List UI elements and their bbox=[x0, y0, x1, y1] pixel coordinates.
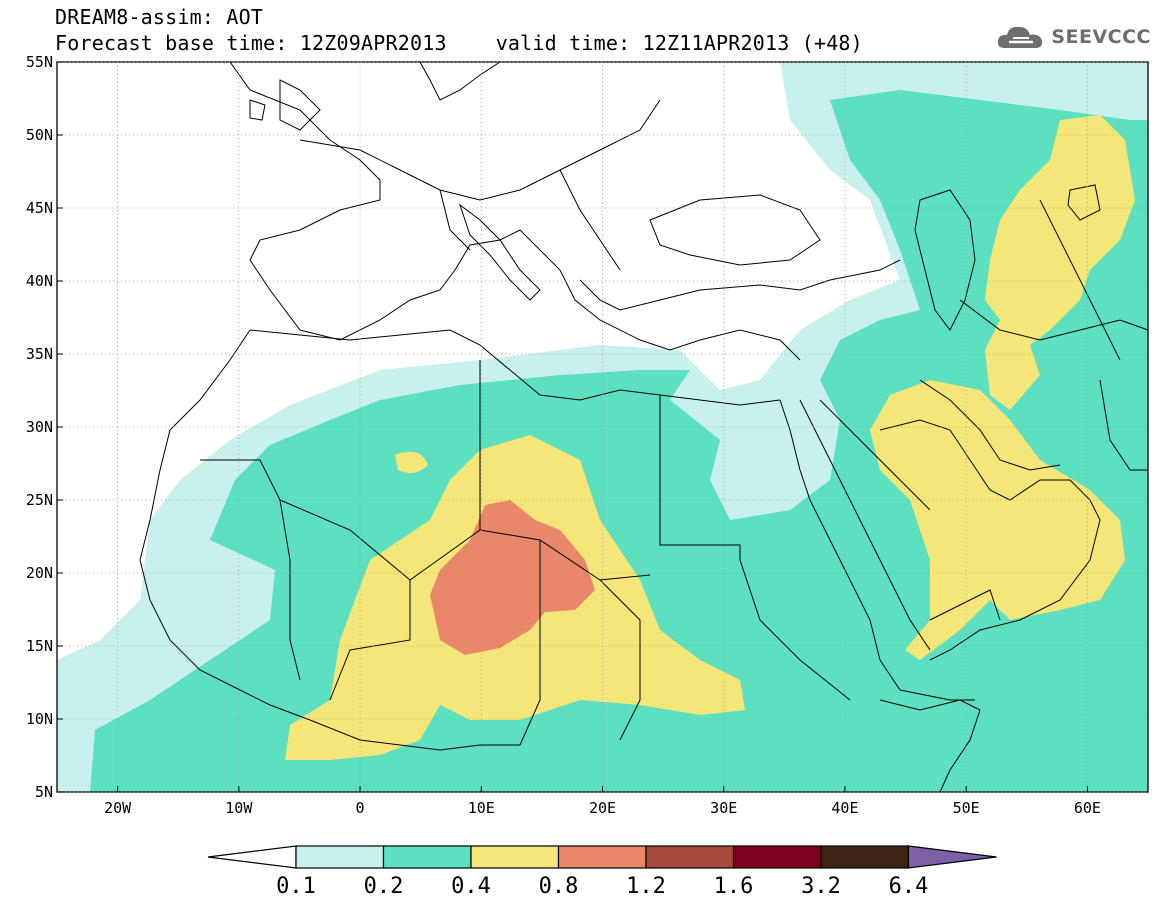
colorbar-over-triangle bbox=[907, 845, 997, 869]
time-info: Forecast base time: 12Z09APR2013 valid t… bbox=[55, 32, 863, 54]
logo-text: SEEVCCC bbox=[1051, 26, 1151, 48]
lat-label: 20N bbox=[26, 564, 53, 582]
colorbar-box bbox=[732, 845, 822, 869]
colorbar-label: 0.8 bbox=[539, 874, 579, 899]
lat-label: 45N bbox=[26, 199, 53, 217]
colorbar-label: 0.4 bbox=[451, 874, 491, 899]
aot-band-0.8-core bbox=[430, 500, 595, 655]
longitude-labels: 20W 10W 0 10E 20E 30E 40E 50E 60E bbox=[104, 799, 1101, 817]
colorbar: 0.1 0.2 0.4 0.8 1.2 1.6 3.2 6.4 bbox=[207, 845, 997, 899]
colorbar-label: 1.6 bbox=[714, 874, 754, 899]
coastlines-and-borders bbox=[139, 62, 1148, 792]
cloud-icon bbox=[998, 26, 1043, 48]
colorbar-label: 6.4 bbox=[889, 874, 929, 899]
colorbar-label: 0.1 bbox=[276, 874, 316, 899]
lon-label: 30E bbox=[710, 799, 737, 817]
colorbar-under-triangle bbox=[207, 845, 297, 869]
latitude-labels: 55N 50N 45N 40N 35N 30N 25N 20N 15N 10N 5N bbox=[26, 53, 53, 801]
colorbar-box bbox=[470, 845, 560, 869]
lon-label: 0 bbox=[356, 799, 365, 817]
lat-label: 10N bbox=[26, 710, 53, 728]
valid-time-label: valid time: 12Z11APR2013 (+48) bbox=[495, 31, 863, 55]
lon-label: 20E bbox=[589, 799, 616, 817]
colorbar-label: 1.2 bbox=[626, 874, 666, 899]
lat-label: 30N bbox=[26, 418, 53, 436]
seevccc-logo: SEEVCCC bbox=[995, 22, 1151, 52]
colorbar-label: 3.2 bbox=[801, 874, 841, 899]
colorbar-box bbox=[820, 845, 910, 869]
colorbar-box bbox=[557, 845, 647, 869]
lon-label: 60E bbox=[1074, 799, 1101, 817]
lon-label: 40E bbox=[831, 799, 858, 817]
lon-label: 20W bbox=[104, 799, 132, 817]
colorbar-box bbox=[382, 845, 472, 869]
lat-label: 50N bbox=[26, 126, 53, 144]
aot-band-0.4-central-asia bbox=[985, 115, 1135, 410]
graticule bbox=[57, 61, 1148, 793]
colorbar-box bbox=[645, 845, 735, 869]
aot-band-0.4-arabia bbox=[870, 380, 1125, 660]
colorbar-box bbox=[295, 845, 385, 869]
lat-label: 5N bbox=[35, 783, 53, 801]
map-title: DREAM8-assim: AOT bbox=[55, 5, 264, 29]
lon-label: 50E bbox=[953, 799, 980, 817]
lat-label: 15N bbox=[26, 637, 53, 655]
lat-label: 55N bbox=[26, 53, 53, 71]
lat-label: 25N bbox=[26, 491, 53, 509]
lat-label: 40N bbox=[26, 272, 53, 290]
lat-label: 35N bbox=[26, 345, 53, 363]
aot-band-0.4-blob bbox=[395, 451, 428, 474]
lon-label: 10W bbox=[225, 799, 253, 817]
lon-label: 10E bbox=[468, 799, 495, 817]
colorbar-label: 0.2 bbox=[364, 874, 404, 899]
base-time-label: Forecast base time: 12Z09APR2013 bbox=[55, 31, 447, 55]
